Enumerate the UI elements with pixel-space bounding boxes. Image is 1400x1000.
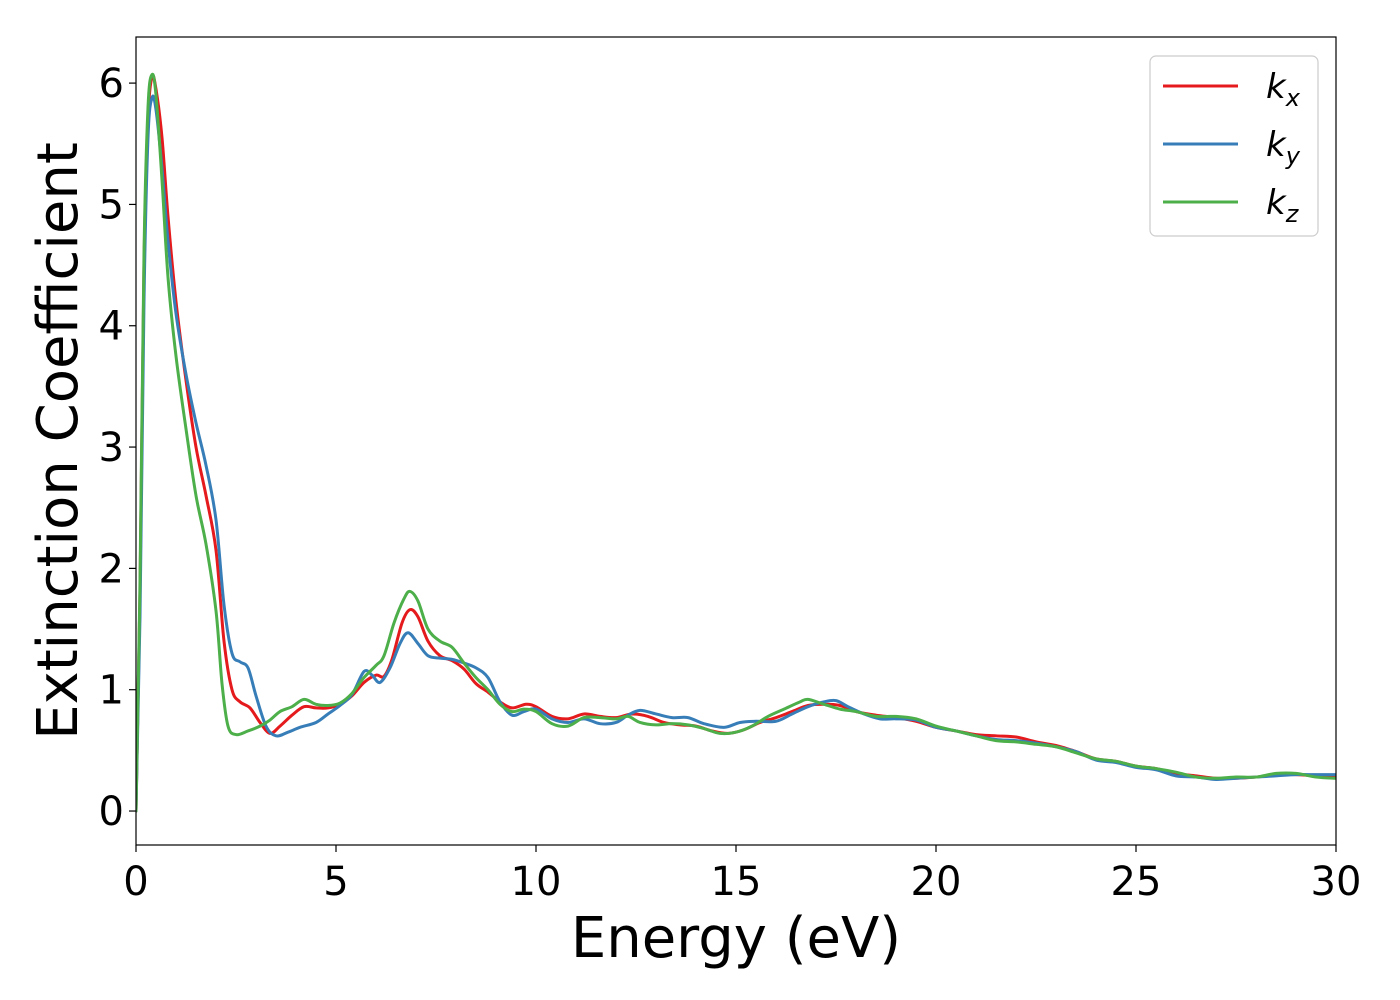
x-tick-label: 10	[511, 859, 562, 905]
legend: kx ky kz	[1149, 55, 1319, 237]
y-tick-label: 2	[99, 546, 124, 592]
legend-label-x: kx	[1266, 67, 1301, 112]
x-tick-label: 15	[711, 859, 762, 905]
ticks-layer: 0 5 10 15 20 25 30 0 1 2 3 4 5 6	[99, 61, 1362, 905]
y-tick-label: 1	[99, 668, 124, 714]
y-tick-label: 6	[99, 61, 124, 107]
x-tick-label: 5	[323, 859, 348, 905]
legend-label-y: ky	[1266, 125, 1301, 170]
x-tick-label: 25	[1111, 859, 1162, 905]
x-tick-label: 20	[911, 859, 962, 905]
series-layer	[136, 72, 1336, 813]
x-tick-label: 30	[1311, 859, 1362, 905]
y-tick-label: 5	[99, 182, 124, 228]
legend-box	[1149, 55, 1319, 237]
y-tick-label: 0	[99, 789, 124, 835]
legend-label-z: kz	[1266, 183, 1300, 228]
y-tick-label: 4	[99, 304, 124, 350]
x-axis-title: Energy (eV)	[571, 906, 901, 971]
y-axis-title: Extinction Coefficient	[26, 142, 91, 740]
x-tick-label: 0	[123, 859, 148, 905]
series-line-z	[136, 72, 1336, 813]
y-tick-label: 3	[99, 425, 124, 471]
